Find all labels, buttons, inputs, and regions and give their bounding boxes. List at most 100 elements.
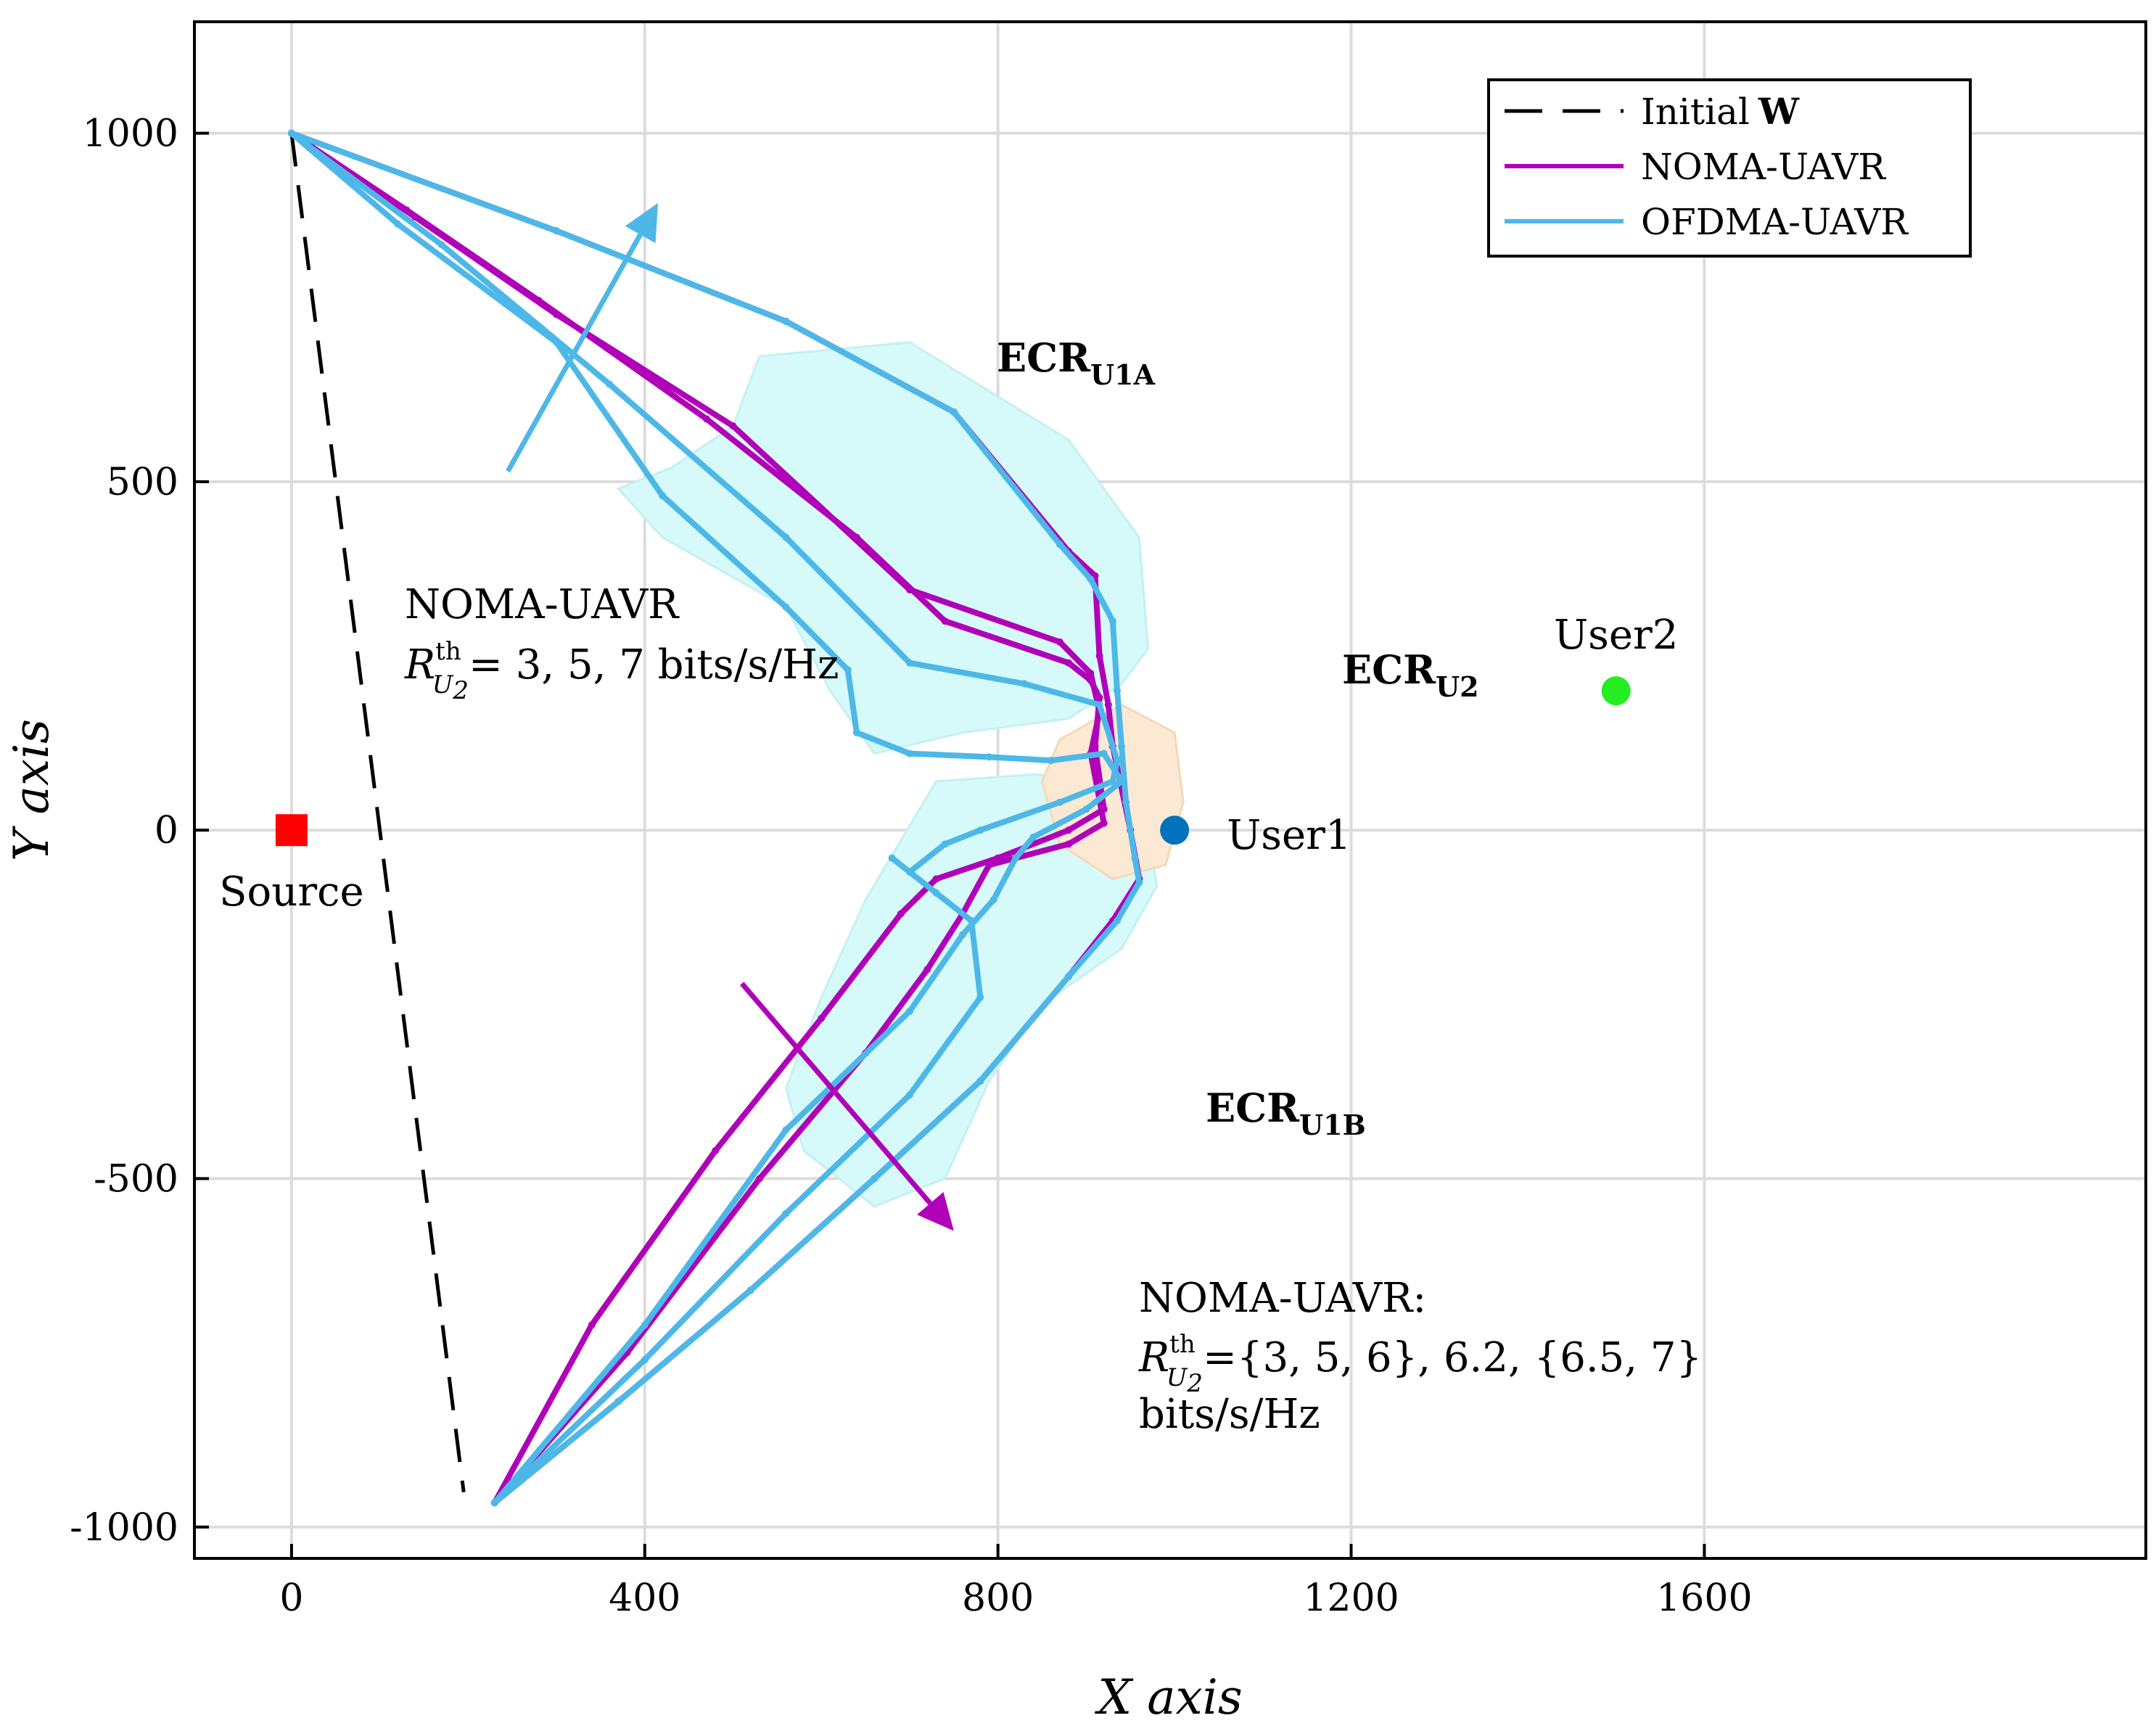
lower-annotation: NOMA-UAVR: Rth U2={3, 5, 6}, 6.2, {6.5, 7… (1138, 1275, 1702, 1438)
series-point-noma (411, 213, 419, 221)
series-point-noma (1065, 659, 1073, 667)
series-point-noma (1087, 670, 1095, 678)
series-point-noma (897, 910, 905, 918)
series-point-ofdma (782, 1126, 790, 1134)
user1-label: User1 (1227, 812, 1351, 859)
series-point-noma (1056, 638, 1063, 646)
series-point-noma (1104, 701, 1112, 709)
series-point-ofdma (905, 659, 913, 667)
series-point-ofdma (1021, 680, 1029, 688)
ecr-u1a-label: ECRU1A (997, 334, 1156, 391)
series-point-ofdma (393, 220, 401, 228)
y-tick-label: -500 (94, 1158, 178, 1201)
y-tick-label: 0 (155, 809, 178, 852)
series-point-ofdma (1108, 617, 1116, 625)
series-point-ofdma (614, 1397, 622, 1405)
series-line-initial-0 (289, 133, 466, 1493)
lower-annotation-line3: bits/s/Hz (1139, 1391, 1320, 1438)
series-point-ofdma (782, 533, 790, 541)
series-point-noma (729, 422, 737, 430)
legend-label-noma: NOMA-UAVR (1641, 146, 1886, 188)
x-tick-label: 1600 (1656, 1577, 1752, 1620)
series-point-noma (1065, 840, 1073, 848)
series-point-noma (756, 1175, 764, 1183)
series-point-ofdma (905, 868, 913, 876)
series-point-noma (923, 966, 931, 974)
noma-direction-arrow-shaft (740, 982, 932, 1205)
series-point-ofdma (905, 749, 913, 757)
series-point-ofdma (844, 666, 852, 674)
series-point-ofdma (941, 840, 949, 848)
series-point-ofdma (1056, 541, 1063, 548)
series-point-ofdma (1065, 972, 1073, 980)
ofdma-direction-arrow-shaft (506, 233, 643, 473)
series-point-ofdma (746, 1286, 754, 1294)
series-point-ofdma (1113, 917, 1121, 925)
series-point-ofdma (1122, 798, 1130, 806)
y-tick-label: -1000 (70, 1506, 178, 1550)
series-point-ofdma (659, 492, 667, 500)
series-point-noma (818, 1014, 826, 1022)
series-point-noma (905, 585, 913, 593)
source-marker (275, 814, 308, 847)
point-markers (275, 676, 1631, 847)
series-point-ofdma (1087, 575, 1095, 583)
series-point-ofdma (1131, 854, 1139, 862)
series-point-noma (702, 415, 710, 423)
lower-annotation-line2: Rth U2={3, 5, 6}, 6.2, {6.5, 7} (1138, 1330, 1702, 1398)
series-point-ofdma (1100, 749, 1108, 757)
series-point-ofdma (553, 227, 561, 235)
x-tick-label: 400 (609, 1577, 680, 1620)
series-point-ofdma (950, 408, 958, 416)
series-point-noma (1065, 826, 1073, 834)
series-point-ofdma (989, 896, 997, 904)
x-axis-title: X axis (1094, 1669, 1243, 1725)
plot-frame (193, 20, 2147, 1560)
source-label: Source (219, 868, 363, 916)
legend-label-initial: Initial W (1641, 90, 1800, 133)
series-point-ofdma (1118, 742, 1126, 750)
series-point-noma (712, 1147, 720, 1155)
series-point-ofdma (553, 338, 561, 346)
y-tick-label: 1000 (83, 112, 178, 156)
series-point-ofdma (1082, 805, 1090, 813)
upper-annotation: NOMA-UAVR Rth U2= 3, 5, 7 bits/s/Hz (404, 581, 839, 705)
legend: Initial W NOMA-UAVR OFDMA-UAVR (1487, 78, 1972, 258)
x-tick-label: 800 (962, 1577, 1034, 1620)
user2-label: User2 (1554, 612, 1678, 659)
user2-marker (1601, 676, 1631, 706)
series-point-ofdma (1011, 854, 1019, 862)
series-point-ofdma (490, 1499, 498, 1507)
series-point-ofdma (985, 753, 993, 761)
lower-annotation-line1: NOMA-UAVR: (1139, 1275, 1426, 1322)
series-point-ofdma (958, 931, 966, 939)
series-point-ofdma (888, 854, 896, 862)
ecr-u2-label: ECRU2 (1342, 646, 1479, 703)
axis-ticks: 0 400 800 1200 1600 -1000 -500 0 500 1000 (70, 112, 1752, 1620)
series-point-ofdma (976, 1077, 984, 1085)
series-point-ofdma (1113, 687, 1121, 695)
upper-annotation-line2: Rth U2= 3, 5, 7 bits/s/Hz (404, 637, 839, 705)
series-point-noma (985, 861, 993, 869)
series-point-ofdma (641, 1321, 649, 1329)
ofdma-direction-arrow-head (625, 202, 659, 244)
series-point-ofdma (1108, 777, 1116, 785)
series-point-ofdma (1118, 777, 1126, 785)
noma-direction-arrow-head (917, 1191, 954, 1231)
series-point-ofdma (905, 1007, 913, 1015)
series-point-ofdma (905, 1091, 913, 1099)
series-point-ofdma (871, 1175, 879, 1183)
series-point-ofdma (1047, 757, 1055, 765)
series-point-ofdma (852, 728, 860, 736)
series-point-ofdma (932, 889, 940, 897)
series-layer (287, 129, 1143, 1507)
upper-annotation-line1: NOMA-UAVR (405, 581, 680, 628)
series-point-ofdma (606, 380, 614, 388)
series-point-noma (941, 617, 949, 625)
x-tick-label: 0 (279, 1577, 303, 1620)
ecr-u1b-label: ECRU1B (1206, 1085, 1366, 1141)
series-point-ofdma (976, 826, 984, 834)
series-point-ofdma (1113, 757, 1121, 765)
user1-marker (1160, 815, 1190, 845)
